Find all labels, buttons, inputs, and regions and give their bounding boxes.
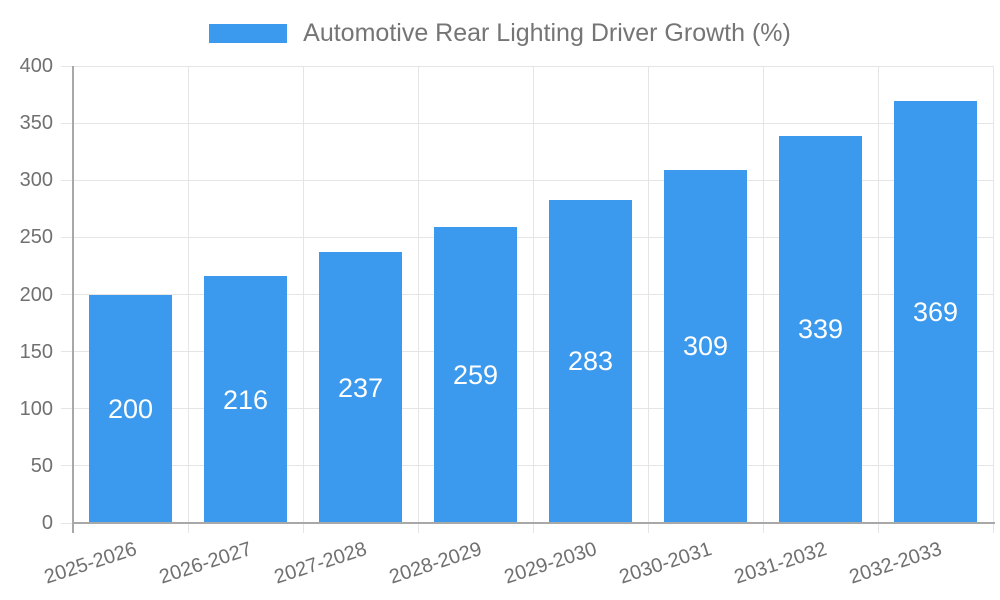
x-tick <box>647 523 649 533</box>
y-tick <box>61 351 73 353</box>
x-tick <box>877 523 879 533</box>
y-axis-tick-label: 400 <box>19 55 53 77</box>
bar <box>89 294 172 523</box>
x-gridline <box>992 66 994 523</box>
bar-value-label: 200 <box>107 393 154 424</box>
y-axis-tick-label: 200 <box>19 283 53 306</box>
bar-value-label: 369 <box>912 297 959 328</box>
bar <box>204 276 287 523</box>
x-gridline <box>647 66 649 523</box>
legend-swatch <box>209 24 288 43</box>
bar-value-label: 216 <box>222 384 269 415</box>
x-gridline <box>417 66 419 523</box>
y-axis-tick-label: 250 <box>19 226 53 249</box>
x-tick <box>532 523 534 533</box>
bar-value-label: 283 <box>567 346 614 377</box>
x-axis-line <box>72 522 995 524</box>
x-tick <box>762 523 764 533</box>
y-tick <box>61 236 73 238</box>
y-axis-tick-label: 150 <box>19 340 53 363</box>
bar <box>434 227 517 523</box>
y-tick <box>61 122 73 124</box>
y-axis-tick-label: 100 <box>19 397 53 420</box>
y-axis-tick-label: 300 <box>19 169 53 192</box>
bar-value-label: 309 <box>682 331 729 362</box>
x-tick <box>417 523 419 533</box>
y-tick <box>61 465 73 467</box>
chart-legend[interactable]: Automotive Rear Lighting Driver Growth (… <box>0 19 1000 48</box>
bar <box>319 252 402 523</box>
y-tick <box>61 294 73 295</box>
y-tick <box>61 65 73 67</box>
bar <box>664 169 747 523</box>
y-axis-tick-label: 0 <box>41 512 53 534</box>
legend-label: Automotive Rear Lighting Driver Growth (… <box>303 19 791 47</box>
y-axis-line <box>72 66 74 533</box>
x-tick <box>302 523 304 533</box>
x-gridline <box>532 66 534 523</box>
x-tick <box>187 523 189 533</box>
x-axis-tick-label: 2032-2033 <box>846 538 945 589</box>
x-gridline <box>762 66 764 523</box>
y-axis-tick-label: 350 <box>19 112 53 135</box>
x-gridline <box>187 66 189 523</box>
bar <box>894 101 977 523</box>
y-axis-tick-label: 50 <box>30 454 53 477</box>
x-tick <box>992 523 994 533</box>
x-gridline <box>302 66 304 523</box>
y-tick <box>61 522 73 524</box>
x-gridline <box>877 66 879 523</box>
bar-value-label: 259 <box>452 360 499 391</box>
y-tick <box>61 408 73 410</box>
bar <box>549 199 632 523</box>
bar-value-label: 237 <box>337 372 384 403</box>
bar-value-label: 339 <box>797 314 844 345</box>
y-tick <box>61 179 73 181</box>
bar <box>779 135 862 523</box>
